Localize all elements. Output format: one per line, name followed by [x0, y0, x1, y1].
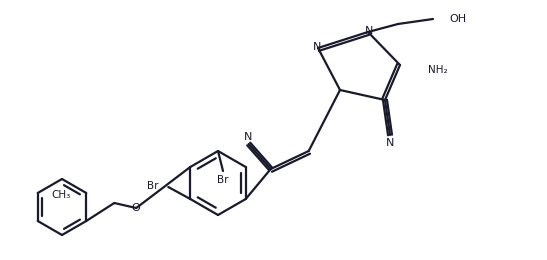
Text: CH₃: CH₃	[51, 190, 71, 200]
Text: Br: Br	[217, 175, 229, 185]
Text: N: N	[313, 42, 321, 52]
Text: NH₂: NH₂	[428, 65, 447, 75]
Text: N: N	[386, 138, 394, 148]
Text: O: O	[132, 203, 141, 213]
Text: N: N	[243, 132, 252, 142]
Text: OH: OH	[449, 14, 466, 24]
Text: N: N	[365, 26, 373, 36]
Text: Br: Br	[147, 181, 158, 191]
